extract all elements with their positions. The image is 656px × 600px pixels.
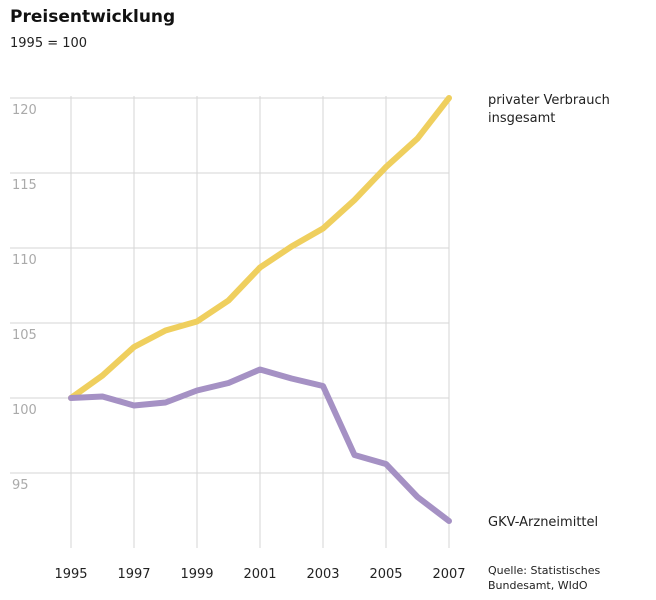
source: Quelle: Statistisches Bundesamt, WIdO	[488, 564, 601, 592]
y-tick-label: 110	[12, 253, 37, 268]
chart-subtitle: 1995 = 100	[10, 36, 87, 51]
chart-title: Preisentwicklung	[10, 7, 175, 27]
x-tick-label: 2007	[432, 567, 465, 582]
series-line	[68, 366, 452, 524]
x-tick-label: 2001	[243, 567, 276, 582]
x-tick-label: 1997	[117, 567, 150, 582]
series-line	[68, 95, 452, 401]
series-label: GKV-Arzneimittel	[488, 515, 599, 530]
y-tick-label: 115	[12, 178, 37, 193]
series-label: privater Verbrauch insgesamt	[488, 93, 610, 126]
y-tick-label: 120	[12, 103, 37, 118]
x-tick-label: 1999	[180, 567, 213, 582]
x-tick-label: 2003	[306, 567, 339, 582]
y-tick-label: 95	[12, 478, 29, 493]
x-tick-label: 1995	[54, 567, 87, 582]
x-tick-label: 2005	[369, 567, 402, 582]
y-tick-label: 105	[12, 328, 37, 343]
y-tick-label: 100	[12, 403, 37, 418]
